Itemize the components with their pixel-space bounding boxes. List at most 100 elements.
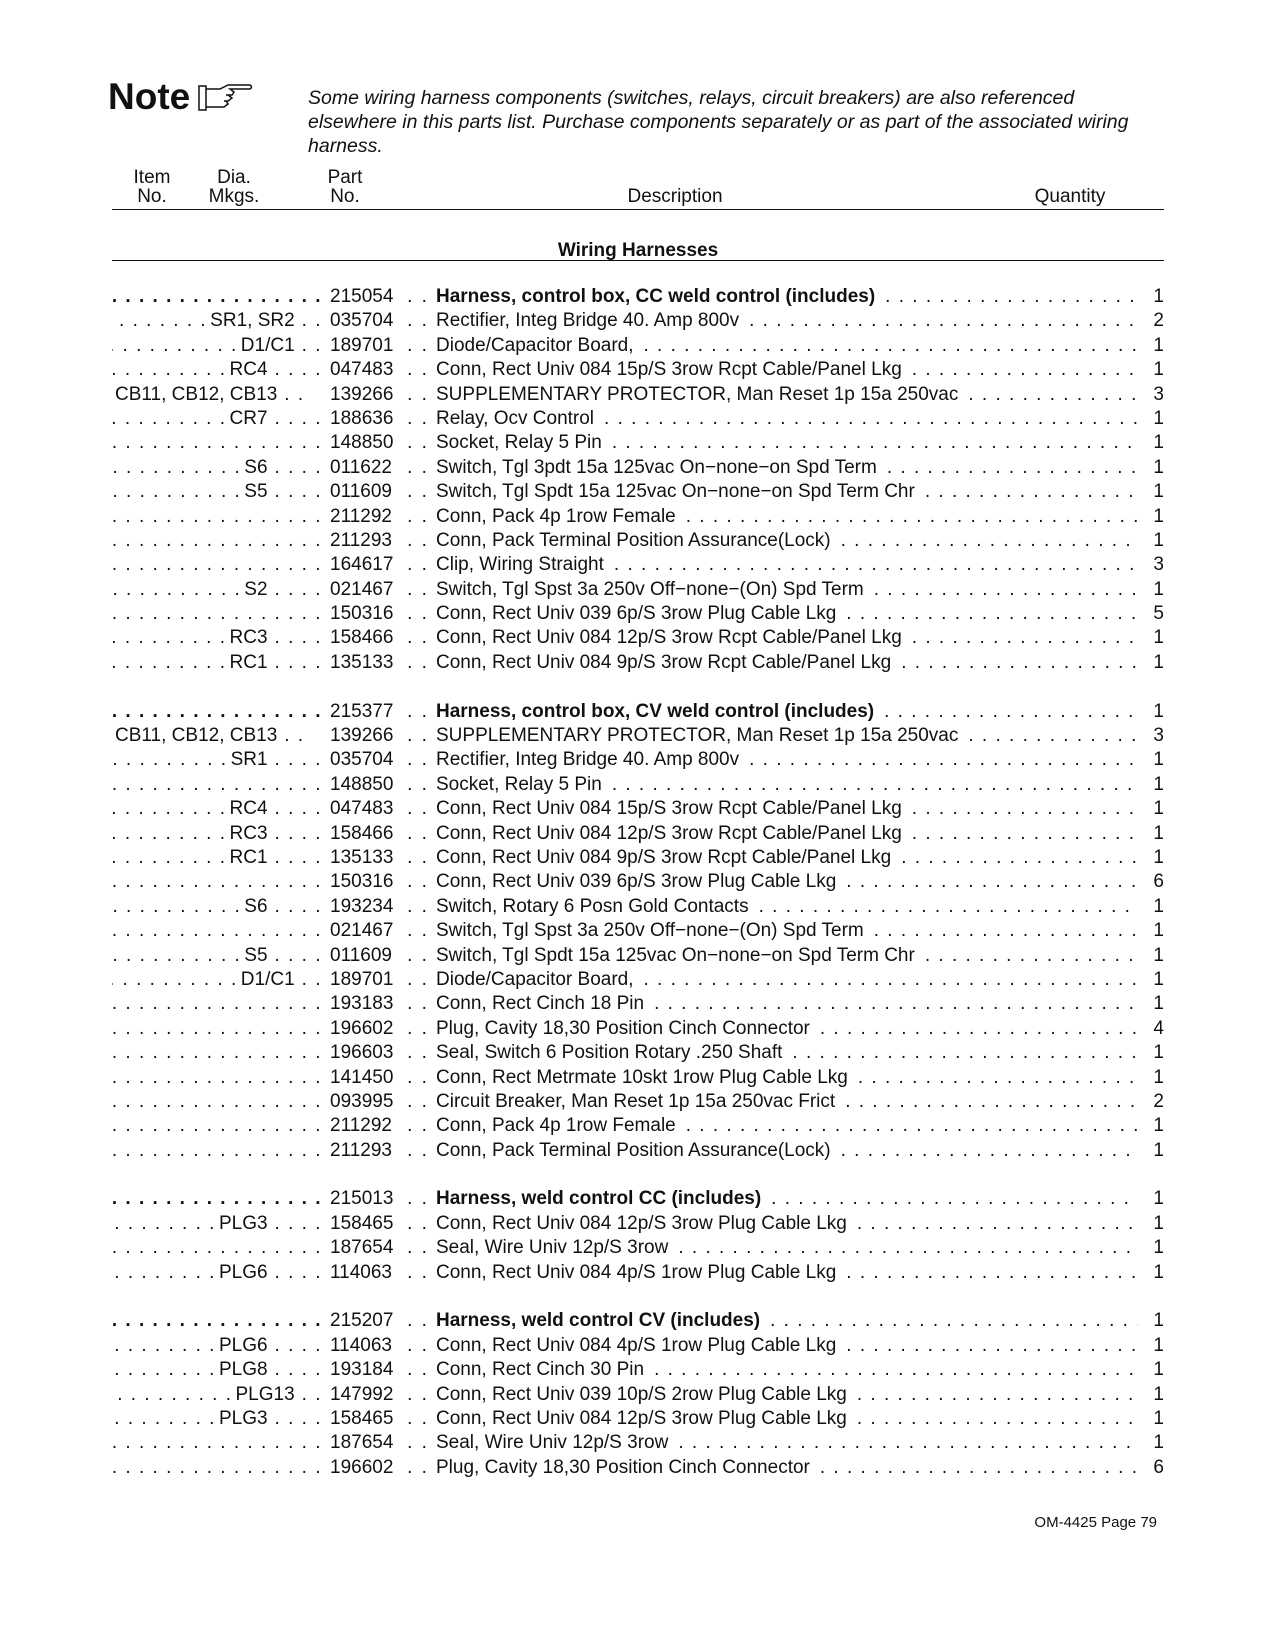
quantity: 1 <box>1153 968 1164 990</box>
dot-leader: . . <box>407 383 429 405</box>
dot-leader: . . . . . . . . . . . . . . . . . . . . … <box>112 627 227 649</box>
description: Conn, Pack 4p 1row Female <box>436 1115 676 1137</box>
quantity: 3 <box>1153 554 1164 576</box>
dia-mark: PLG8 <box>218 1359 268 1381</box>
part-number: 035704 <box>330 310 394 332</box>
description-cell: Conn, Rect Univ 084 15p/S 3row Rcpt Cabl… <box>436 797 1138 821</box>
dot-leader: . . . . . . . . . . . . . . . . . . . . … <box>643 334 1139 356</box>
dot-leader: . . . . . . . . . . . . . . . . . . . . … <box>911 359 1138 381</box>
quantity: 1 <box>1153 700 1164 722</box>
dia-mark-cell: . . . . . . . . . . . . . . . . . . . . … <box>112 456 322 480</box>
part-row: . . . . . . . . . . . . . . . . . . . . … <box>112 456 1164 480</box>
part-row: . . . . . . . . . . . . . . . . . . . . … <box>112 529 1164 553</box>
dot-leader: . . . . . . . . . . . . . . . . . . . . … <box>758 895 1138 917</box>
description-cell: Harness, weld control CC (includes) . . .… <box>436 1187 1138 1211</box>
dot-leader: . . . . . . . . . . . . . . . . . . . . … <box>112 1407 216 1429</box>
dot-leader: . . . . . . . . . . . . . . . . . . . . … <box>840 529 1138 551</box>
quantity: 1 <box>1153 1042 1164 1064</box>
part-number: 211292 <box>330 1115 392 1137</box>
dia-mark-cell: . . . . . . . . . . . . . . . . . . . . … <box>112 1431 322 1455</box>
parts-list: . . . . . . . . . . . . . . . . . . . . … <box>112 285 1164 1480</box>
part-number: 135133 <box>330 651 394 673</box>
description-cell: Conn, Rect Univ 084 15p/S 3row Rcpt Cabl… <box>436 358 1138 382</box>
part-number: 047483 <box>330 359 394 381</box>
dot-leader: . . <box>284 383 305 405</box>
description: Conn, Pack 4p 1row Female <box>436 505 676 527</box>
dia-mark-cell: . . . . . . . . . . . . . . . . . . . . … <box>112 773 322 797</box>
description: SUPPLEMENTARY PROTECTOR, Man Reset 1p 15… <box>436 725 959 747</box>
part-number: 193183 <box>330 993 394 1015</box>
part-number: 196602 <box>330 1017 394 1039</box>
dot-leader: . . . . . . . . . . . . . . . . . . . . … <box>112 1090 322 1112</box>
dot-leader: . . . . . . . . . . . . . . . . . . . . … <box>112 529 322 551</box>
quantity: 1 <box>1153 1310 1164 1332</box>
part-number: 215013 <box>330 1188 394 1210</box>
dot-leader: . . . . . . . . . . . . . . . . . . . . … <box>112 1310 322 1332</box>
dot-leader: . . . . . . . . . . . . . . . . . . . . … <box>845 1090 1138 1112</box>
dot-leader: . . <box>407 1212 429 1234</box>
description: Socket, Relay 5 Pin <box>436 773 602 795</box>
part-number: 158465 <box>330 1407 394 1429</box>
dot-leader: . . . . . . . . . . . . . . . . . . . . … <box>112 749 228 771</box>
part-number: 164617 <box>330 554 394 576</box>
description: Switch, Tgl 3pdt 15a 125vac On−none−on S… <box>436 456 877 478</box>
dia-mark-cell: . . . . . . . . . . . . . . . . . . . . … <box>112 529 322 553</box>
dot-leader: . . . . . . . . . . . . . . . . . . . . … <box>604 407 1138 429</box>
quantity: 1 <box>1153 627 1164 649</box>
dia-mark: CB11, CB12, CB13 <box>115 383 278 405</box>
part-row: . . . . . . . . . . . . . . . . . . . . … <box>112 1090 1164 1114</box>
dot-leader: . . <box>407 578 429 600</box>
dia-mark-cell: . . . . . . . . . . . . . . . . . . . . … <box>112 1358 322 1382</box>
dot-leader: . . . . . . . . . . . . . . . . . . . . … <box>112 920 322 942</box>
dot-leader: . . <box>407 651 429 673</box>
dot-leader: . . <box>407 725 429 747</box>
col-description: Description <box>627 186 723 207</box>
quantity: 1 <box>1153 432 1164 454</box>
quantity: 1 <box>1153 286 1164 307</box>
assembly-row: . . . . . . . . . . . . . . . . . . . . … <box>112 285 1164 309</box>
dot-leader: . . . . <box>274 578 322 600</box>
description: Switch, Tgl Spdt 15a 125vac On−none−on S… <box>436 944 915 966</box>
dot-leader: . . <box>407 310 429 332</box>
dot-leader: . . . . . . . . . . . . . . . . . . . . … <box>911 627 1138 649</box>
quantity: 1 <box>1153 578 1164 600</box>
part-row: . . . . . . . . . . . . . . . . . . . . … <box>112 944 1164 968</box>
part-row: . . . . . . . . . . . . . . . . . . . . … <box>112 1212 1164 1236</box>
dot-leader: . . <box>407 1115 429 1137</box>
part-row: . . . . . . . . . . . . . . . . . . . . … <box>112 1114 1164 1138</box>
dia-mark: D1/C1 <box>240 968 295 990</box>
description-cell: Conn, Rect Univ 084 4p/S 1row Plug Cable… <box>436 1261 1138 1285</box>
description-cell: Diode/Capacitor Board, . . . . . . . . . … <box>436 968 1138 992</box>
description: Conn, Rect Univ 084 4p/S 1row Plug Cable… <box>436 1261 837 1283</box>
dot-leader: . . <box>407 1090 429 1112</box>
dia-mark-cell: . . . . . . . . . . . . . . . . . . . . … <box>112 1066 322 1090</box>
quantity: 1 <box>1153 1237 1164 1259</box>
dot-leader: . . <box>284 725 305 747</box>
dot-leader: . . . . . . . . . . . . . . . . . . . . … <box>112 1066 322 1088</box>
dot-leader: . . . . . . . . . . . . . . . . . . . . … <box>611 773 1138 795</box>
dot-leader: . . . . . . . . . . . . . . . . . . . . … <box>112 944 242 966</box>
description-cell: SUPPLEMENTARY PROTECTOR, Man Reset 1p 15… <box>436 724 1138 748</box>
dia-mark-cell: . . . . . . . . . . . . . . . . . . . . … <box>112 1334 322 1358</box>
dot-leader: . . . . . . . . . . . . . . . . . . . . … <box>112 700 322 722</box>
dot-leader: . . . . . . . . . . . . . . . . . . . . … <box>749 310 1138 332</box>
dia-mark-cell: . . . . . . . . . . . . . . . . . . . . … <box>112 1236 322 1260</box>
dot-leader: . . . . . . . . . . . . . . . . . . . . … <box>770 1310 1138 1332</box>
part-row: . . . . . . . . . . . . . . . . . . . . … <box>112 822 1164 846</box>
description: Harness, weld control CC (includes) <box>436 1188 762 1210</box>
dot-leader: . . . . <box>274 627 322 649</box>
description: Conn, Rect Univ 084 9p/S 3row Rcpt Cable… <box>436 846 892 868</box>
dia-mark-cell: . . . . . . . . . . . . . . . . . . . . … <box>112 1383 322 1407</box>
dot-leader: . . <box>407 1432 429 1454</box>
description-cell: Conn, Rect Cinch 18 Pin . . . . . . . . .… <box>436 992 1138 1016</box>
dia-mark-cell: CB11, CB12, CB13 . . <box>112 383 322 407</box>
dot-leader: . . <box>407 1017 429 1039</box>
dot-leader: . . . . . . . . . . . . . . . . . . . . … <box>678 1237 1138 1259</box>
dot-leader: . . . . . . . . . . . . . . . . . . . . … <box>112 407 227 429</box>
group-spacer <box>112 675 1164 699</box>
dot-leader: . . <box>407 407 429 429</box>
part-row: . . . . . . . . . . . . . . . . . . . . … <box>112 748 1164 772</box>
dot-leader: . . <box>407 481 429 503</box>
quantity: 1 <box>1153 1212 1164 1234</box>
dot-leader: . . . . . . . . . . . . . . . . . . . . … <box>873 920 1138 942</box>
